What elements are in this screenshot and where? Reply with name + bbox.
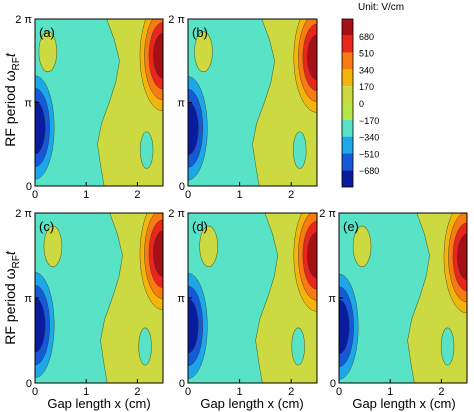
- field-blob-upper-left: [352, 225, 372, 268]
- field-blob-upper-left: [43, 225, 63, 268]
- colorbar-tick-label: 0: [359, 99, 364, 109]
- x-tick-label: 0: [32, 189, 38, 201]
- colorbar-segment: [342, 52, 353, 70]
- x-tick-label: 1: [387, 386, 393, 398]
- field-lobe-negative-2: [35, 100, 46, 155]
- colorbar-segment: [342, 69, 353, 87]
- field-lobe-positive-3: [307, 232, 317, 279]
- y-tick-label: π: [177, 98, 185, 110]
- y-tick-label: 2 π: [15, 14, 32, 26]
- x-tick-label: 0: [185, 386, 191, 398]
- field-blob-lower-right: [291, 327, 305, 366]
- colorbar-title: Unit: V/cm: [358, 2, 404, 13]
- colorbar-tick-label: −340: [359, 133, 379, 143]
- x-tick-label: 0: [185, 189, 191, 201]
- field-blob-lower-right: [440, 327, 455, 366]
- colorbar: 680 510 340 170 0 −170 −340 −510 −680: [341, 18, 379, 188]
- contour-fill: [35, 213, 163, 383]
- colorbar-tick-label: 170: [359, 82, 374, 92]
- contour-fill: [35, 19, 163, 186]
- x-tick-label: 2: [438, 386, 444, 398]
- panel-label: (d): [192, 219, 208, 234]
- contour-fill: [188, 19, 317, 186]
- field-blob-upper-left: [199, 225, 218, 268]
- panel-a: (a) 0 1 2 0 π 2 π: [15, 14, 164, 201]
- field-blob-lower-right: [138, 327, 152, 366]
- x-axis-title-e: Gap length x (cm): [352, 396, 455, 411]
- contour-fill: [188, 213, 317, 383]
- panel-d: (d) 0 1 2 0 π 2 π: [168, 208, 318, 398]
- colorbar-tick-label: −680: [359, 166, 379, 176]
- panel-label: (c): [39, 219, 54, 234]
- colorbar-frame: [341, 18, 354, 188]
- contour-fill: [339, 213, 467, 383]
- colorbar-segment: [342, 170, 353, 187]
- y-tick-label: 2 π: [15, 208, 32, 220]
- colorbar-segment: [342, 19, 353, 36]
- x-tick-label: 2: [288, 189, 294, 201]
- y-axis-title-top: RF period ωRFt: [2, 52, 22, 147]
- panel-label: (b): [192, 25, 208, 40]
- panel-label: (a): [39, 25, 55, 40]
- field-lobe-negative-2: [188, 298, 199, 354]
- field-blob-upper-left: [38, 31, 58, 73]
- field-blob-lower-right: [292, 131, 307, 169]
- x-axis-title-d: Gap length x (cm): [200, 396, 303, 411]
- x-tick-label: 0: [336, 386, 342, 398]
- y-tick-label: 0: [26, 378, 32, 390]
- x-axis-title-c: Gap length x (cm): [47, 396, 150, 411]
- y-tick-label: 0: [26, 181, 32, 193]
- field-blob-upper-left: [194, 31, 213, 73]
- y-axis-title-bottom: RF period ωRFt: [2, 250, 22, 345]
- y-tick-label: π: [177, 293, 185, 305]
- y-tick-label: π: [328, 293, 336, 305]
- y-tick-label: π: [24, 293, 32, 305]
- x-tick-label: 1: [237, 386, 243, 398]
- x-tick-label: 1: [83, 189, 89, 201]
- colorbar-segment: [342, 35, 353, 53]
- x-tick-label: 2: [134, 189, 140, 201]
- x-tick-label: 2: [134, 386, 140, 398]
- y-tick-label: 2 π: [168, 208, 185, 220]
- colorbar-segment: [342, 103, 353, 120]
- colorbar-segment: [342, 119, 353, 137]
- y-tick-label: 0: [179, 181, 185, 193]
- y-tick-label: π: [24, 98, 32, 110]
- panel-b: (b) 0 1 2 0 π 2 π: [168, 14, 318, 201]
- y-tick-label: 0: [179, 378, 185, 390]
- colorbar-tick-label: −170: [359, 116, 379, 126]
- colorbar-tick-label: −510: [359, 149, 379, 159]
- field-lobe-positive-3: [307, 34, 317, 81]
- x-tick-label: 0: [32, 386, 38, 398]
- field-blob-lower-right: [139, 131, 154, 169]
- colorbar-tick-label: 340: [359, 65, 374, 75]
- colorbar-tick-label: 680: [359, 32, 374, 42]
- x-tick-label: 1: [83, 386, 89, 398]
- colorbar-segment: [342, 86, 353, 103]
- y-tick-label: 2 π: [168, 14, 185, 26]
- colorbar-segment: [342, 136, 353, 154]
- field-lobe-negative-2: [188, 101, 199, 156]
- y-tick-label: 0: [330, 378, 336, 390]
- panel-e: (e) 0 1 2 0 π 2 π: [319, 208, 468, 398]
- x-tick-label: 1: [237, 189, 243, 201]
- colorbar-tick-label: 510: [359, 49, 374, 59]
- colorbar-segment: [342, 153, 353, 171]
- field-lobe-negative-2: [35, 297, 46, 353]
- panel-label: (e): [343, 219, 359, 234]
- panel-c: (c) 0 1 2 0 π 2 π: [15, 208, 164, 398]
- x-tick-label: 2: [288, 386, 294, 398]
- y-tick-label: 2 π: [319, 208, 336, 220]
